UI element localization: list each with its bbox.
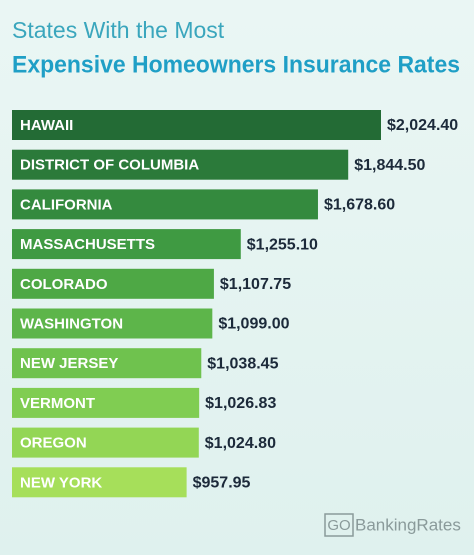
- category-label: OREGON: [20, 435, 87, 452]
- bar: [12, 229, 241, 260]
- value-label: $957.95: [193, 475, 251, 492]
- bar: [12, 189, 318, 220]
- bar: [12, 427, 199, 458]
- value-label: $1,255.10: [247, 236, 318, 253]
- category-label: NEW JERSEY: [20, 355, 118, 372]
- bar: [12, 308, 213, 339]
- value-label: $1,099.00: [218, 316, 289, 333]
- bar: [12, 387, 200, 418]
- bar: [12, 268, 214, 299]
- logo-text: BankingRates: [355, 515, 461, 534]
- logo: GO BankingRates: [324, 513, 461, 537]
- value-label: $1,844.50: [354, 157, 425, 174]
- category-label: WASHINGTON: [20, 315, 123, 332]
- value-label: $1,026.83: [205, 395, 276, 412]
- chart-subtitle: Expensive Homeowners Insurance Rates: [12, 51, 460, 78]
- category-label: CALIFORNIA: [20, 196, 113, 213]
- value-label: $1,024.80: [205, 435, 276, 452]
- value-label: $1,038.45: [207, 355, 278, 372]
- category-label: NEW YORK: [20, 474, 102, 491]
- category-label: VERMONT: [20, 395, 95, 412]
- category-label: DISTRICT OF COLUMBIA: [20, 157, 199, 174]
- category-label: COLORADO: [20, 276, 108, 293]
- logo-box-text: GO: [327, 517, 350, 534]
- chart-title: States With the Most: [12, 17, 225, 43]
- logo-box: [324, 513, 354, 537]
- category-label: MASSACHUSETTS: [20, 236, 155, 253]
- bar: [12, 348, 202, 379]
- bar: [12, 110, 381, 140]
- value-label: $2,024.40: [387, 117, 458, 134]
- value-label: $1,678.60: [324, 197, 395, 214]
- value-label: $1,107.75: [220, 276, 291, 293]
- bar: [12, 467, 187, 498]
- bar: [12, 149, 349, 180]
- category-label: HAWAII: [20, 117, 73, 134]
